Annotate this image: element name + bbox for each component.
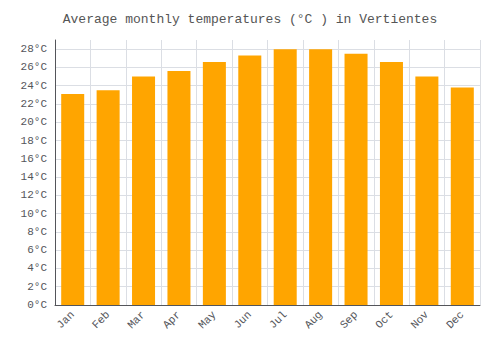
svg-text:Jun: Jun	[232, 309, 254, 331]
svg-text:Average monthly temperatures (: Average monthly temperatures (°C ) in Ve…	[63, 12, 437, 27]
svg-text:Feb: Feb	[90, 309, 112, 331]
svg-text:Oct: Oct	[373, 309, 395, 331]
svg-text:Mar: Mar	[125, 309, 147, 331]
svg-text:0°C: 0°C	[27, 299, 47, 311]
svg-text:Nov: Nov	[409, 308, 432, 331]
svg-text:20°C: 20°C	[21, 116, 48, 128]
svg-text:2°C: 2°C	[27, 281, 47, 293]
svg-text:Dec: Dec	[444, 309, 466, 331]
svg-text:16°C: 16°C	[21, 153, 48, 165]
svg-text:18°C: 18°C	[21, 135, 48, 147]
svg-text:22°C: 22°C	[21, 98, 48, 110]
svg-text:10°C: 10°C	[21, 208, 48, 220]
svg-text:26°C: 26°C	[21, 61, 48, 73]
svg-text:28°C: 28°C	[21, 43, 48, 55]
svg-text:6°C: 6°C	[27, 244, 47, 256]
svg-text:Sep: Sep	[338, 309, 360, 331]
svg-text:4°C: 4°C	[27, 262, 47, 274]
svg-text:Apr: Apr	[161, 309, 183, 331]
svg-text:14°C: 14°C	[21, 171, 48, 183]
svg-text:Jan: Jan	[54, 309, 76, 331]
svg-text:Aug: Aug	[302, 309, 324, 331]
svg-text:May: May	[196, 308, 219, 331]
svg-text:12°C: 12°C	[21, 189, 48, 201]
svg-text:8°C: 8°C	[27, 226, 47, 238]
svg-text:Jul: Jul	[267, 309, 289, 331]
svg-text:24°C: 24°C	[21, 80, 48, 92]
